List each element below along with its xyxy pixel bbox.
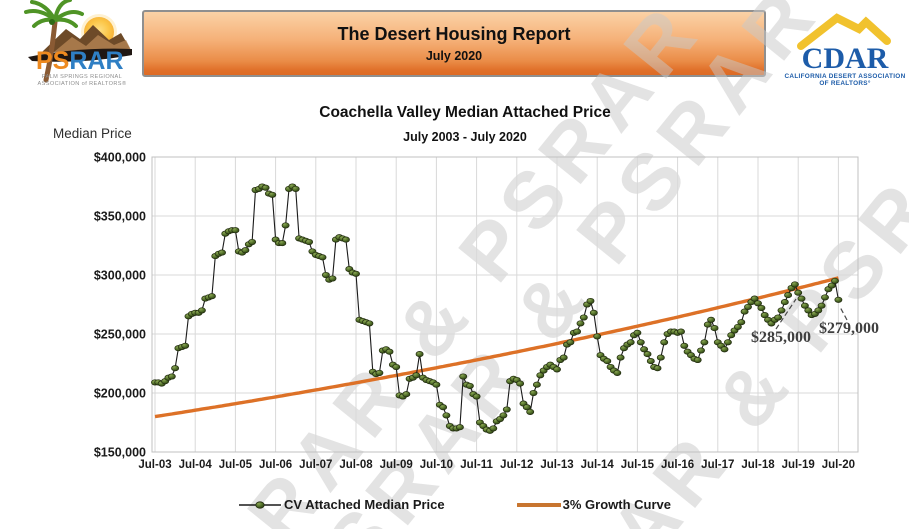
annotation-leader [838,305,848,321]
median-price-line [155,185,839,432]
psrar-logo: PSRAR PALM SPRINGS REGIONAL ASSOCIATION … [24,0,132,87]
svg-text:Jul-19: Jul-19 [782,459,815,471]
report-banner: The Desert Housing Report July 2020 [142,10,766,77]
y-axis-title: Median Price [53,126,132,141]
svg-text:Jul-10: Jul-10 [420,459,453,471]
price-trend-chart: $400,000 $350,000 $300,000 $250,000 $200,000… [94,151,879,472]
report-date: July 2020 [425,49,483,63]
growth-curve-swatch-icon [516,502,561,507]
svg-text:Jul-04: Jul-04 [179,459,213,471]
psrar-wordmark: PSRAR [36,47,124,75]
median-price-swatch-icon [239,500,281,509]
cdar-tagline-2: OF REALTORS° [819,79,871,87]
chart-subtitle: July 2003 - July 2020 [403,130,527,144]
cdar-roof-icon [797,13,891,50]
svg-text:Jul-12: Jul-12 [500,459,533,471]
svg-text:$150,000: $150,000 [94,446,146,460]
cdar-wordmark: CDAR [802,42,889,75]
annotations: $285,000 $279,000 [751,298,879,346]
svg-text:Jul-14: Jul-14 [581,459,615,471]
svg-text:Jul-20: Jul-20 [822,459,855,471]
legend-item-growth-curve: 3% Growth Curve [516,497,671,512]
plot-border [151,156,859,453]
annotation-leader [775,298,797,330]
psrar-palm-icon [24,0,84,83]
psrar-mountains-icon [28,25,132,62]
x-tick-labels: Jul-03 Jul-04 Jul-05 Jul-06 Jul-07 Jul-08 Jul-… [138,459,855,471]
median-price-markers [151,183,843,434]
cdar-logo: CDAR CALIFORNIA DESERT ASSOCIATION OF RE… [784,13,905,87]
svg-text:$300,000: $300,000 [94,269,146,283]
legend-item-median-price: CV Attached Median Price [238,497,445,512]
svg-text:Jul-05: Jul-05 [219,459,253,471]
svg-text:Jul-06: Jul-06 [259,459,292,471]
svg-text:$250,000: $250,000 [94,328,146,342]
svg-text:Jul-03: Jul-03 [138,459,171,471]
annotation-label: $279,000 [819,320,879,337]
svg-text:Jul-16: Jul-16 [661,459,694,471]
chart-legend: CV Attached Median Price 3% Growth Curve [0,497,909,512]
report-title: The Desert Housing Report [337,24,571,44]
svg-text:$200,000: $200,000 [94,387,146,401]
svg-text:Jul-13: Jul-13 [540,459,573,471]
psrar-tagline-2: ASSOCIATION of REALTORS® [38,80,127,87]
svg-text:Jul-17: Jul-17 [701,459,734,471]
svg-text:$400,000: $400,000 [94,151,146,165]
svg-text:Jul-11: Jul-11 [460,459,493,471]
cdar-tagline-1: CALIFORNIA DESERT ASSOCIATION [784,73,905,80]
svg-text:Jul-09: Jul-09 [380,459,413,471]
svg-text:Jul-07: Jul-07 [299,459,332,471]
chart-title: Coachella Valley Median Attached Price [319,104,611,121]
annotation-label: $285,000 [751,329,811,346]
growth-curve-line [154,276,839,419]
svg-text:$350,000: $350,000 [94,210,146,224]
legend-label-growth-curve: 3% Growth Curve [562,497,671,512]
svg-text:Jul-08: Jul-08 [339,459,373,471]
psrar-tagline-1: PALM SPRINGS REGIONAL [42,74,122,80]
svg-text:Jul-15: Jul-15 [621,459,655,471]
svg-text:Jul-18: Jul-18 [741,459,775,471]
y-tick-labels: $400,000 $350,000 $300,000 $250,000 $200,000… [94,151,146,460]
legend-label-median-price: CV Attached Median Price [284,497,445,512]
